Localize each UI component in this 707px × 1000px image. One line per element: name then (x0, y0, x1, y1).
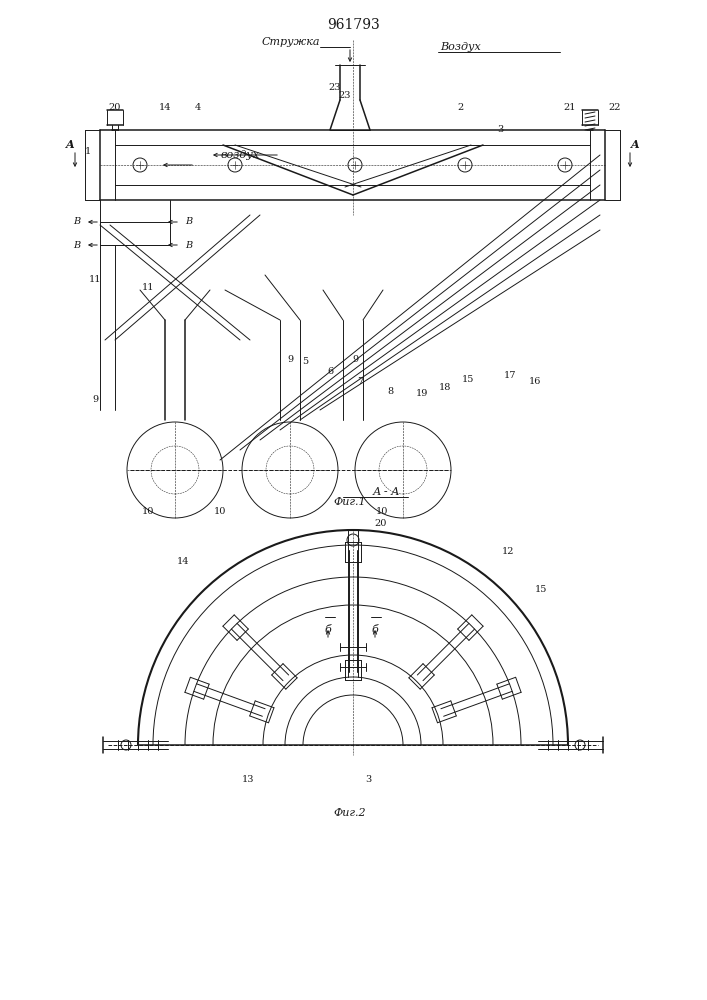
Text: 15: 15 (534, 585, 547, 594)
Text: 11: 11 (89, 275, 101, 284)
Text: 11: 11 (141, 282, 154, 292)
Text: 19: 19 (416, 388, 428, 397)
Text: Фиг.1: Фиг.1 (334, 497, 366, 507)
Text: 9: 9 (92, 395, 98, 404)
Text: 17: 17 (504, 370, 516, 379)
Text: Фиг.2: Фиг.2 (334, 808, 366, 818)
Text: 7: 7 (357, 377, 363, 386)
Text: A: A (66, 139, 74, 150)
Text: б: б (372, 625, 378, 635)
Text: 14: 14 (177, 558, 189, 566)
Text: 21: 21 (563, 104, 576, 112)
Text: B: B (73, 218, 80, 227)
Text: 13: 13 (242, 776, 255, 784)
Text: 23: 23 (339, 91, 351, 100)
Text: Воздух: Воздух (440, 42, 481, 52)
Text: B: B (73, 240, 80, 249)
Text: B: B (185, 218, 192, 227)
Text: 20: 20 (375, 518, 387, 528)
Text: 2: 2 (457, 104, 463, 112)
Text: воздух: воздух (221, 150, 259, 160)
Text: 961793: 961793 (327, 18, 380, 32)
Text: 6: 6 (327, 367, 333, 376)
Text: 16: 16 (529, 377, 541, 386)
Text: B: B (185, 240, 192, 249)
Text: 3: 3 (497, 125, 503, 134)
Text: 10: 10 (214, 508, 226, 516)
Text: 22: 22 (609, 103, 621, 111)
Text: 3: 3 (365, 776, 371, 784)
Text: 5: 5 (302, 358, 308, 366)
Text: 23: 23 (329, 84, 341, 93)
Text: 15: 15 (462, 375, 474, 384)
Text: 10: 10 (376, 508, 388, 516)
Text: А - А: А - А (373, 487, 400, 497)
Text: 8: 8 (387, 387, 393, 396)
Text: A: A (631, 139, 639, 150)
Text: 12: 12 (502, 548, 514, 556)
Text: 9: 9 (352, 356, 358, 364)
Text: 4: 4 (195, 104, 201, 112)
Text: 20: 20 (109, 104, 121, 112)
Text: 1: 1 (85, 147, 91, 156)
Text: Стружка: Стружка (262, 37, 320, 47)
Text: 10: 10 (142, 508, 154, 516)
Text: 18: 18 (439, 382, 451, 391)
Text: б: б (325, 625, 332, 635)
Text: 9: 9 (287, 356, 293, 364)
Text: 14: 14 (159, 104, 171, 112)
